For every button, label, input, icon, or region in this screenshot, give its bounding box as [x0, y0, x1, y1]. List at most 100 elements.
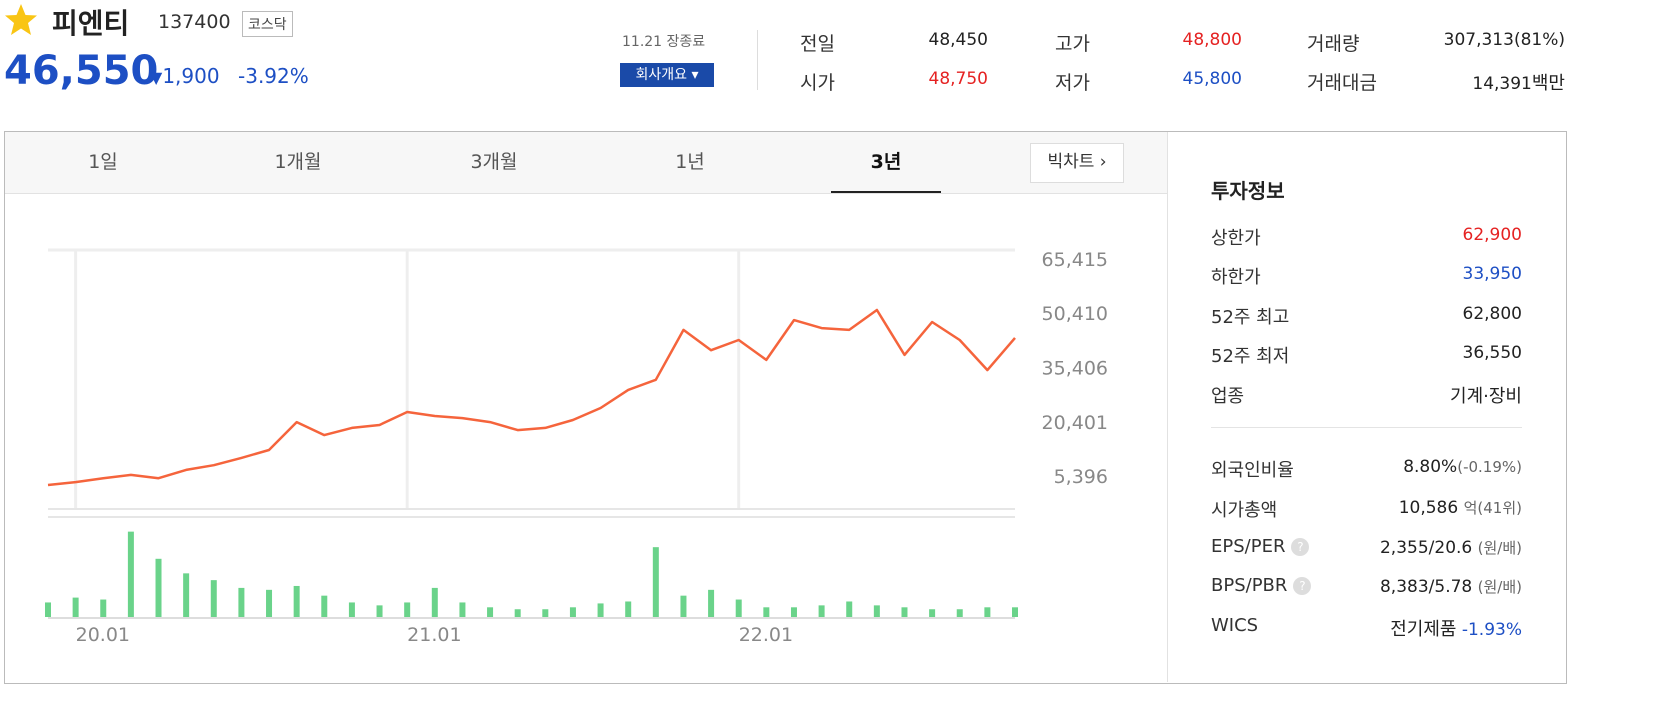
- period-tab[interactable]: 1년: [675, 151, 705, 173]
- summary-label: 저가: [1055, 72, 1090, 94]
- invest-label: 52주 최고: [1211, 307, 1290, 328]
- market-badge: 코스닥: [242, 11, 293, 37]
- chart: 20.01 21.01 22.01 5,396 20,401 35,406 50,410 65…: [45, 248, 1108, 646]
- invest-label: 상한가: [1211, 228, 1261, 249]
- summary-label: 전일: [800, 33, 835, 55]
- tab-bar: [5, 132, 1167, 194]
- invest-value: 33,950: [1462, 264, 1522, 284]
- y-tick-label: 35,406: [1042, 357, 1108, 379]
- invest-label: 시가총액: [1211, 500, 1278, 521]
- volume-bar: [735, 599, 742, 617]
- bigchart-button[interactable]: 빅차트 ›: [1030, 143, 1124, 183]
- volume-bar: [127, 531, 134, 617]
- volume-bar: [72, 597, 79, 617]
- price-change: ▼1,900: [150, 64, 220, 88]
- volume-bar: [183, 573, 190, 617]
- invest-value: 2,355/20.6 (원/배): [1380, 537, 1522, 558]
- summary-label: 고가: [1055, 33, 1090, 55]
- price-line: [47, 308, 1016, 487]
- invest-divider: [1211, 427, 1522, 428]
- label: EPS/PER: [1211, 536, 1286, 557]
- volume-bar: [514, 609, 521, 617]
- invest-label: 52주 최저: [1211, 346, 1290, 367]
- value: 8,383/5.78: [1379, 577, 1473, 597]
- main-panel: [4, 131, 1567, 684]
- value: 전기제품: [1390, 619, 1457, 640]
- note: -1.93%: [1461, 620, 1522, 640]
- volume-bar: [708, 589, 715, 617]
- volume-bar: [818, 605, 825, 617]
- help-icon[interactable]: ?: [1291, 538, 1310, 556]
- volume-bar: [376, 605, 383, 617]
- company-button[interactable]: 회사개요 ▾: [620, 63, 714, 87]
- bigchart-label: 빅차트: [1047, 152, 1095, 172]
- invest-value: 전기제품 -1.93%: [1390, 615, 1522, 641]
- summary-label: 거래량: [1307, 33, 1360, 55]
- volume-bar: [459, 602, 466, 617]
- stock-code: 137400: [158, 11, 231, 33]
- x-tick-label: 20.01: [76, 624, 130, 646]
- period-tab[interactable]: 3개월: [470, 151, 518, 173]
- change-amount: 1,900: [162, 64, 220, 88]
- period-tab[interactable]: 1개월: [274, 151, 322, 173]
- volume-bar: [984, 607, 991, 617]
- summary-number: 14,391: [1472, 74, 1532, 94]
- volume-bar: [625, 601, 632, 617]
- invest-value: 10,586 억(41위): [1399, 497, 1522, 518]
- volume-bar: [238, 587, 245, 617]
- volume-bar: [404, 602, 411, 617]
- volume-bar: [100, 599, 107, 617]
- invest-label: 외국인비율: [1211, 460, 1294, 481]
- down-arrow: ▼: [150, 68, 163, 87]
- y-tick-label: 50,410: [1042, 303, 1108, 325]
- volume-bar: [569, 607, 576, 617]
- volume-bar: [266, 589, 273, 617]
- invest-label: WICS: [1211, 615, 1259, 636]
- volume-bar: [901, 607, 908, 617]
- volume-bar: [348, 602, 355, 617]
- change-rate: -3.92%: [238, 64, 309, 88]
- value: 8.80%: [1403, 457, 1458, 477]
- summary-value: 48,750: [928, 69, 988, 89]
- favorite-star[interactable]: [4, 3, 38, 37]
- y-tick-label: 20,401: [1042, 412, 1108, 434]
- help-icon[interactable]: ?: [1293, 577, 1312, 595]
- invest-label: BPS/PBR?: [1211, 575, 1312, 596]
- summary-value: 48,450: [928, 30, 988, 50]
- invest-value: 62,900: [1462, 225, 1522, 245]
- volume-bar: [763, 607, 770, 617]
- y-tick-label: 65,415: [1042, 249, 1108, 271]
- note: (-0.19%): [1457, 458, 1522, 476]
- value: 2,355/20.6: [1379, 538, 1473, 558]
- invest-title: 투자정보: [1211, 179, 1285, 203]
- x-tick-label: 22.01: [739, 624, 793, 646]
- volume-bar: [597, 603, 604, 617]
- invest-value: 62,800: [1462, 304, 1522, 324]
- note: (원/배): [1477, 578, 1522, 596]
- separator: [757, 30, 758, 90]
- summary-value: 307,313(81%): [1443, 30, 1565, 50]
- company-button-label: 회사개요: [635, 67, 688, 83]
- invest-label: 하한가: [1211, 267, 1261, 288]
- period-tab-active[interactable]: 3년: [870, 151, 902, 173]
- x-tick-label: 21.01: [407, 624, 461, 646]
- volume-bar: [431, 587, 438, 617]
- note: (원/배): [1477, 539, 1522, 557]
- current-price: 46,550: [4, 48, 159, 94]
- period-tab[interactable]: 1일: [88, 151, 118, 173]
- volume-bar: [790, 607, 797, 617]
- volume-bar: [846, 601, 853, 617]
- value: 10,586: [1398, 498, 1459, 518]
- market-status: 11.21 장종료: [622, 34, 706, 50]
- volume-bar: [542, 609, 549, 617]
- panel-divider: [1167, 132, 1168, 682]
- summary-unit: 백만: [1531, 73, 1565, 94]
- volume-bar: [873, 605, 880, 617]
- volume-bar: [321, 595, 328, 617]
- volume-bar: [956, 609, 963, 617]
- invest-value: 36,550: [1462, 343, 1522, 363]
- stock-name: 피엔티: [52, 7, 130, 40]
- invest-label: EPS/PER?: [1211, 536, 1310, 557]
- invest-value: 8.80%(-0.19%): [1403, 457, 1522, 477]
